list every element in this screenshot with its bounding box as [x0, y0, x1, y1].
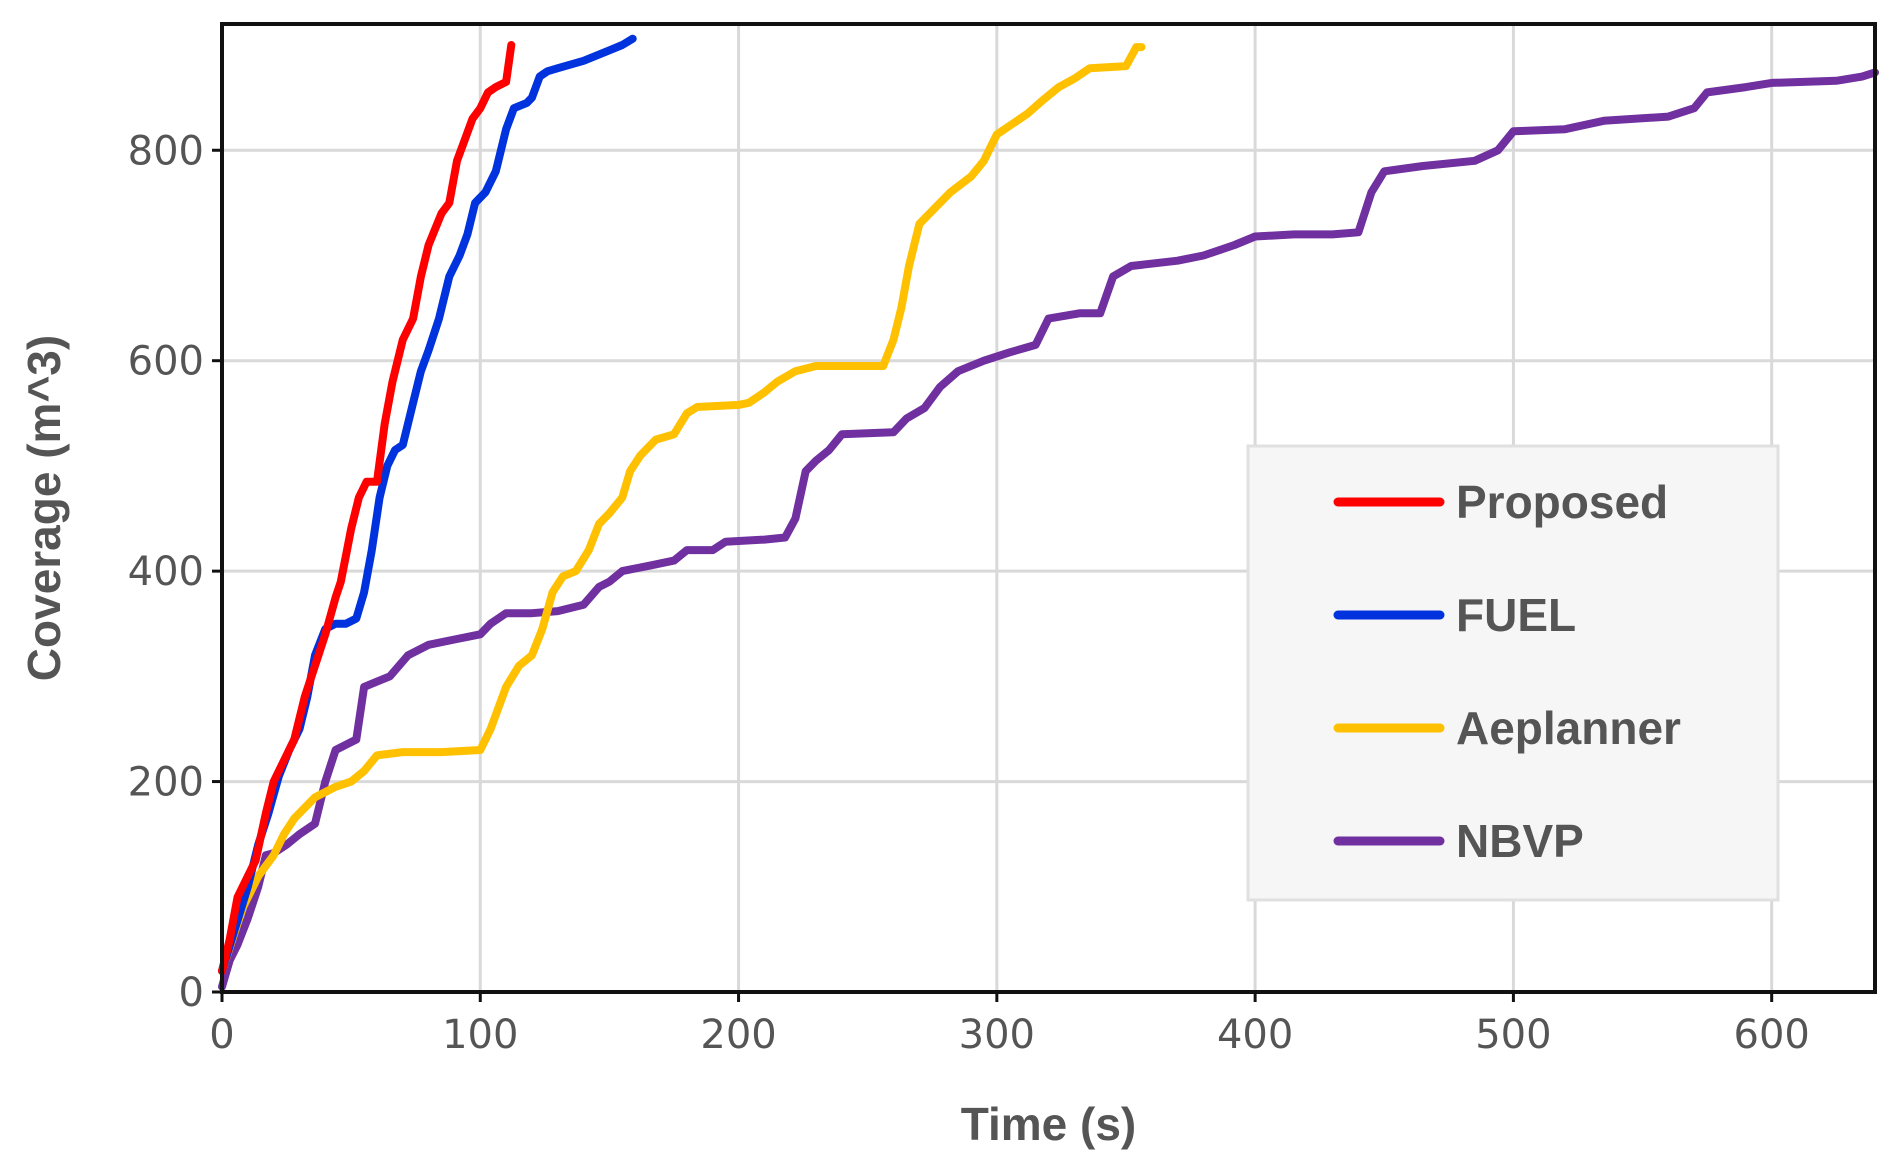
- x-tick-label: 100: [442, 1012, 518, 1058]
- legend: Proposed FUEL Aeplanner NBVP: [1246, 444, 1780, 902]
- legend-item-proposed: Proposed: [1333, 476, 1668, 528]
- legend-item-nbvp: NBVP: [1333, 815, 1584, 867]
- y-axis-title: Coverage (m^3): [18, 335, 70, 681]
- x-tick-label: 300: [959, 1012, 1035, 1058]
- y-tick-label: 600: [128, 339, 204, 385]
- series-line-aeplanner: [218, 43, 1146, 975]
- legend-label: Aeplanner: [1456, 702, 1681, 754]
- x-tick-label: 400: [1217, 1012, 1293, 1058]
- x-axis-title: Time (s): [961, 1098, 1137, 1150]
- x-tick-label: 0: [209, 1012, 234, 1058]
- y-axis-ticks: 0 200 400 600 800: [128, 128, 222, 1016]
- series-line-proposed: [218, 41, 516, 975]
- legend-label: Proposed: [1456, 476, 1668, 528]
- x-tick-label: 500: [1475, 1012, 1551, 1058]
- plot-frame: [220, 22, 1877, 994]
- y-tick-label: 200: [128, 760, 204, 806]
- x-tick-label: 200: [700, 1012, 776, 1058]
- series-lines: [218, 34, 1879, 991]
- x-tick-label: 600: [1734, 1012, 1810, 1058]
- legend-item-aeplanner: Aeplanner: [1333, 702, 1681, 754]
- legend-box: [1246, 444, 1780, 902]
- y-tick-label: 400: [128, 549, 204, 595]
- legend-label: NBVP: [1456, 815, 1584, 867]
- y-tick-label: 0: [179, 970, 204, 1016]
- y-tick-label: 800: [128, 128, 204, 174]
- series-line-nbvp: [218, 68, 1879, 991]
- legend-label: FUEL: [1456, 589, 1576, 641]
- x-axis-ticks: 0 100 200 300 400 500 600: [209, 992, 1810, 1058]
- legend-item-fuel: FUEL: [1333, 589, 1576, 641]
